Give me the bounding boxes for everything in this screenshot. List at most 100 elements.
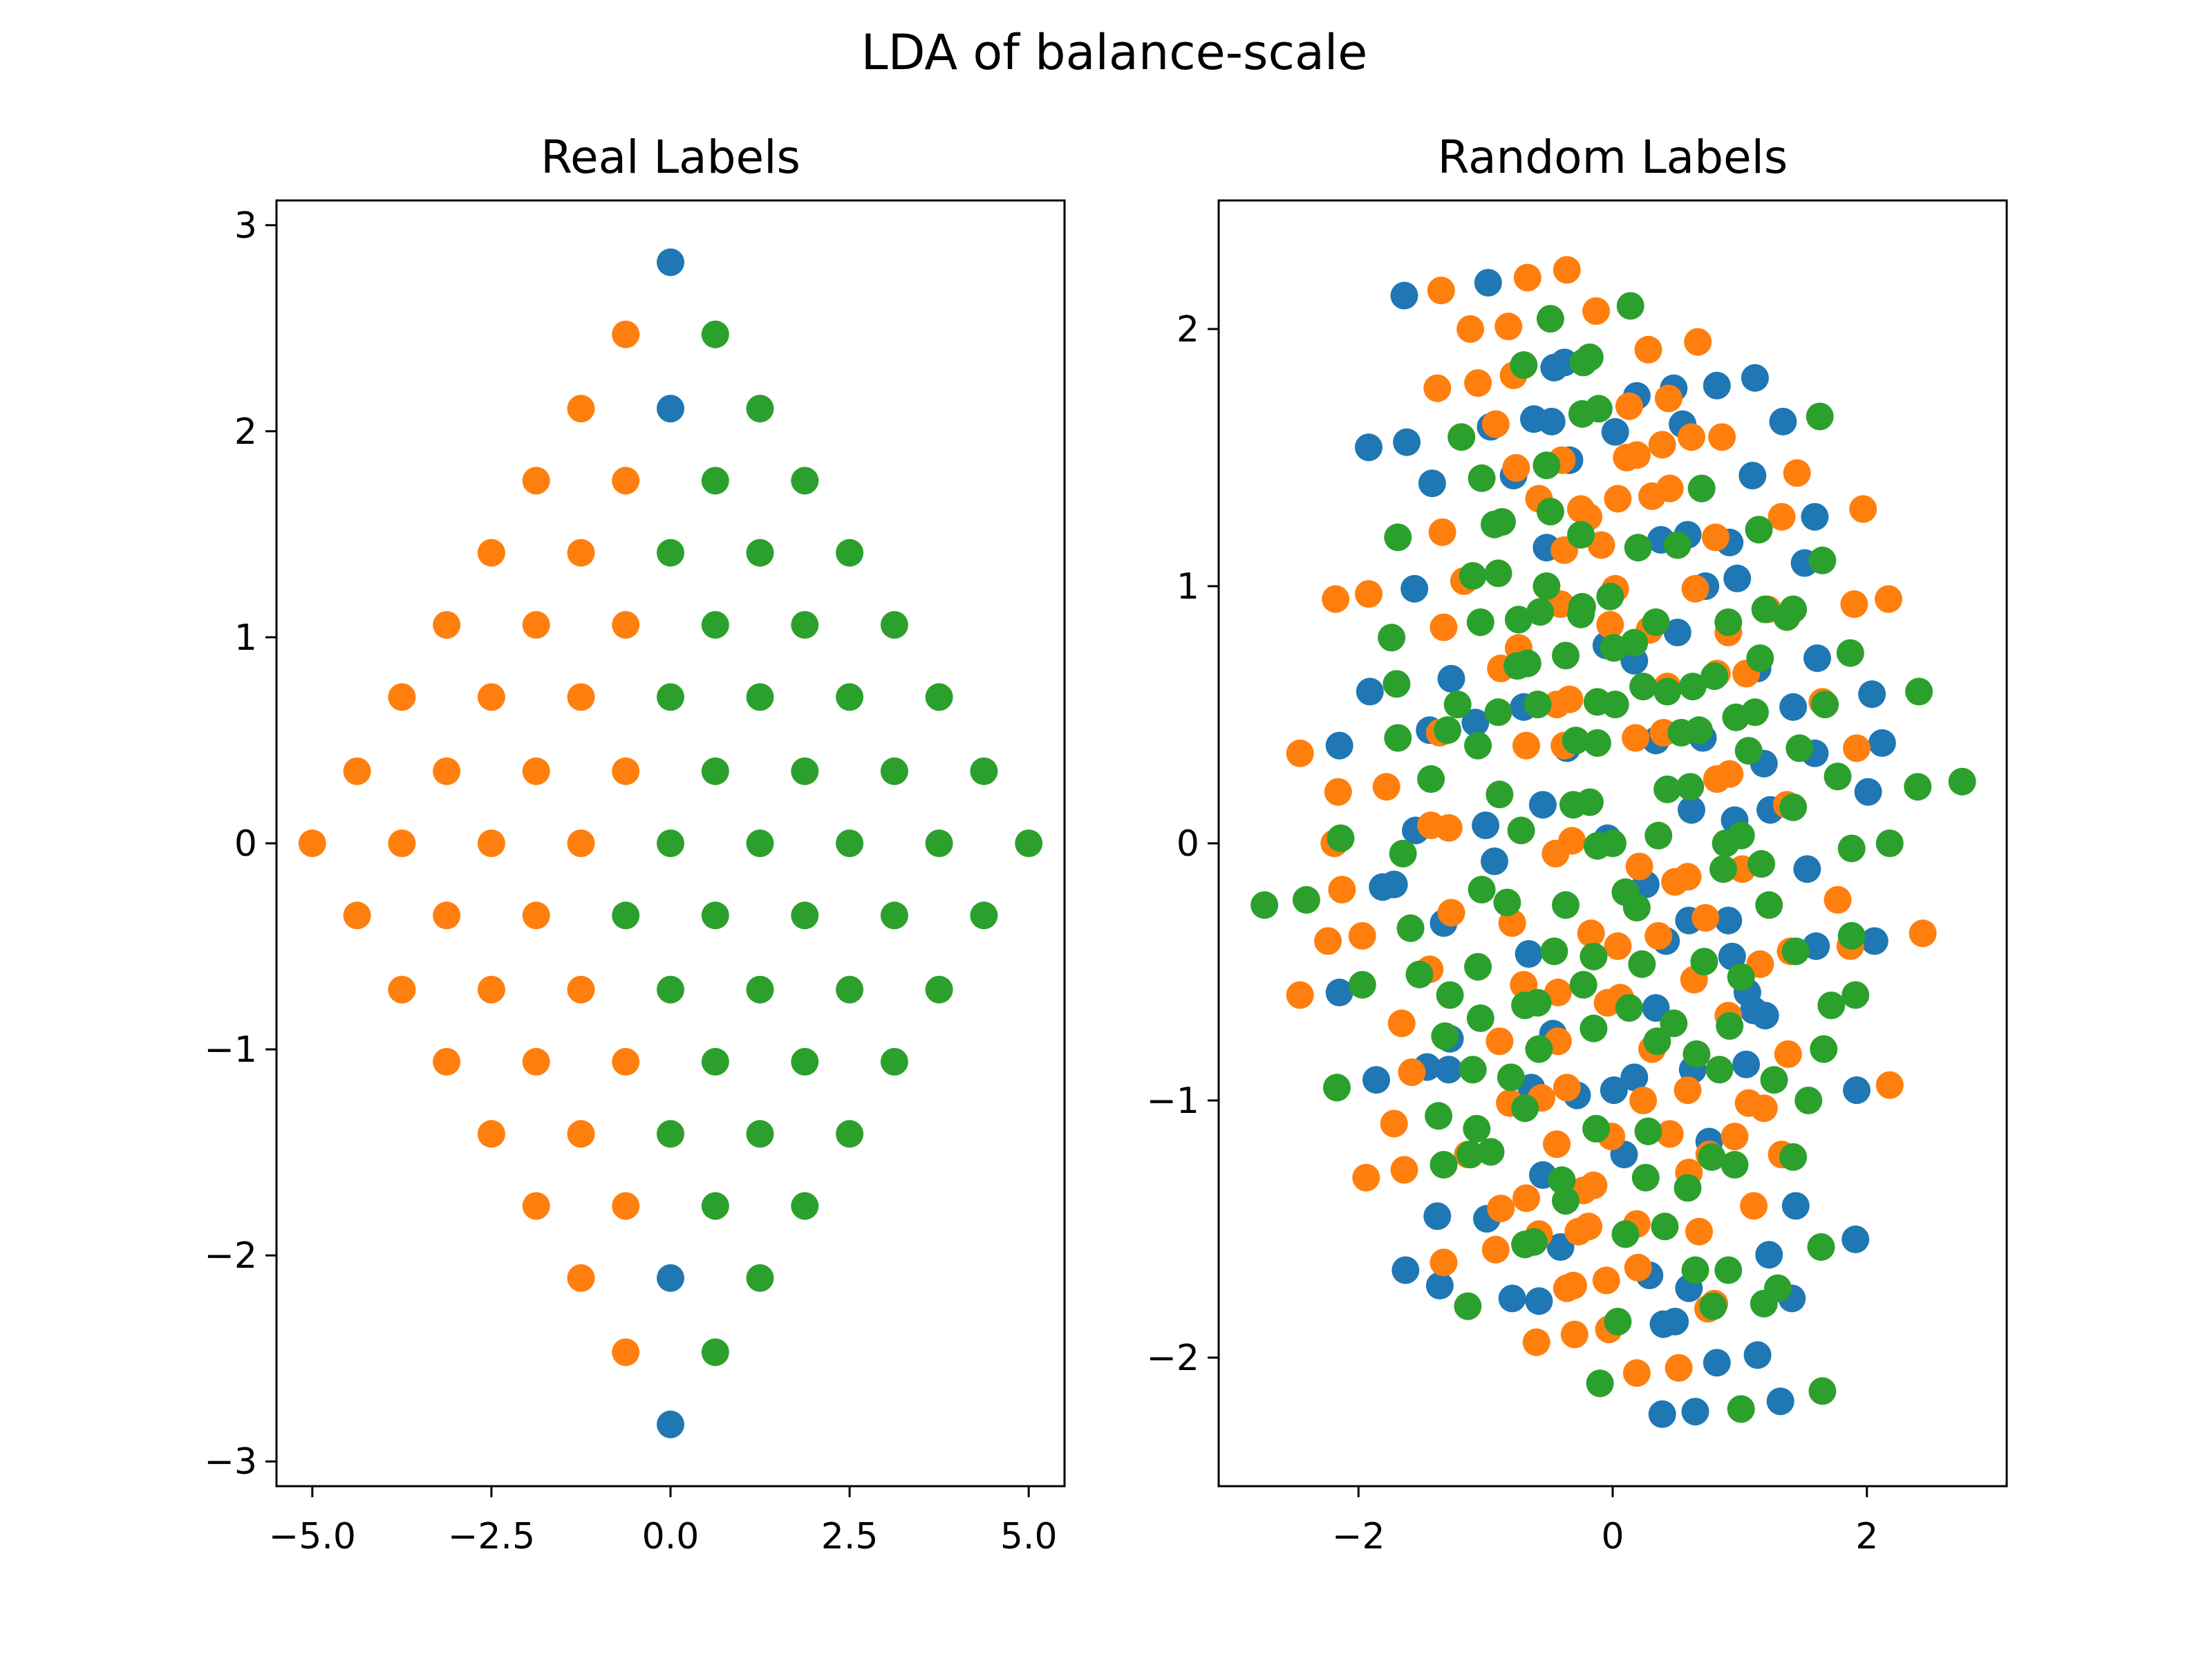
real-labels-point-orange [567,1264,595,1292]
random-labels-point-orange [1685,1217,1713,1246]
random-labels-point-blue [1393,428,1421,456]
real-labels-point-green [701,611,729,639]
real-labels-point-green [746,1264,774,1292]
random-labels-point-green [1634,1117,1662,1145]
random-labels-point-orange [1875,1071,1904,1099]
random-labels-point-orange [1456,315,1485,343]
random-labels-point-orange [1423,374,1452,402]
random-labels-point-orange [1352,1163,1380,1192]
random-labels-point-green [1643,1027,1671,1056]
random-labels-point-green [1425,1102,1453,1130]
random-labels-point-green [1580,1014,1608,1042]
real-labels-point-blue [657,1410,684,1438]
random-labels-point-green [1699,1292,1727,1320]
random-labels-point-green [1405,960,1434,988]
random-labels-point-green [1525,1035,1553,1063]
random-labels-point-orange [1654,384,1683,413]
random-labels-point-orange [1615,392,1643,420]
random-labels-point-blue [1528,791,1557,819]
random-labels-point-blue [1546,1233,1575,1261]
random-labels-point-green [1348,971,1376,999]
random-labels-point-orange [1355,580,1382,608]
random-labels-y-tick-label: 0 [1177,823,1199,865]
real-labels-point-green [836,975,864,1004]
random-labels-point-green [1734,737,1763,765]
random-labels-point-blue [1741,364,1769,392]
random-labels-point-green [1836,639,1864,667]
real-labels-point-green [701,901,729,930]
random-labels-point-blue [1391,1256,1420,1284]
real-labels-point-orange [522,467,550,495]
random-labels-point-green [1575,788,1604,816]
random-labels-point-orange [1502,453,1530,482]
random-labels-point-orange [1774,1040,1802,1068]
random-labels-point-blue [1498,1284,1526,1313]
real-labels-point-orange [567,538,595,567]
random-labels-point-orange [1701,523,1730,552]
random-labels-point-green [1808,546,1837,574]
real-labels-point-green [701,757,729,785]
random-labels-point-orange [1328,876,1356,903]
random-labels-point-blue [1525,1287,1553,1315]
random-labels-point-orange [1380,1109,1408,1138]
real-labels-point-orange [522,1192,550,1220]
random-labels-point-blue [1520,405,1548,433]
random-labels-point-green [1493,888,1521,917]
random-labels-point-blue [1703,1349,1731,1377]
random-labels-point-green [1806,402,1834,431]
real-labels-point-orange [522,757,550,785]
random-labels-point-orange [1485,1027,1514,1056]
random-labels-point-blue [1663,619,1691,646]
random-labels-point-green [1536,498,1564,526]
random-labels-point-blue [1714,906,1743,935]
random-labels-point-orange [1750,1094,1778,1123]
random-labels-point-green [1485,780,1514,809]
random-labels-point-orange [1398,1058,1426,1087]
random-labels-point-green [1727,821,1755,850]
random-labels-point-blue [1325,978,1353,1006]
real-labels-x-tick-label: −5.0 [269,1516,356,1557]
random-labels-point-green [1250,891,1279,919]
real-labels-point-orange [612,757,640,785]
random-labels-point-green [1760,1066,1788,1094]
random-labels-point-green [1653,677,1682,706]
random-labels-title: Random Labels [1438,131,1788,184]
real-labels-point-green [657,975,684,1004]
random-labels-point-blue [1474,269,1502,297]
real-labels-y-tick-label: 2 [234,411,257,453]
random-labels-point-orange [1390,1156,1418,1184]
random-labels-point-orange [1322,585,1350,613]
real-labels-point-green [701,467,729,495]
real-labels-point-orange [567,830,595,857]
random-labels-point-blue [1437,664,1465,693]
real-labels-point-blue [657,248,684,276]
real-labels-point-orange [477,1120,505,1148]
random-labels-point-green [1698,1143,1726,1171]
random-labels-point-orange [1522,1328,1550,1356]
random-labels-point-blue [1732,1050,1761,1078]
real-labels-point-green [657,1120,684,1148]
real-labels-point-green [925,975,953,1004]
random-labels-point-green [1751,595,1779,624]
random-labels-point-green [1837,921,1866,950]
random-labels-point-orange [1427,276,1455,305]
random-labels-point-green [1582,1114,1611,1143]
random-labels-point-orange [1324,778,1352,806]
random-labels-point-green [1811,691,1839,719]
random-labels-point-orange [1387,1009,1416,1038]
random-labels-point-green [1779,793,1808,821]
random-labels-x-tick-label: −2 [1332,1516,1385,1557]
random-labels-point-green [1533,451,1561,480]
random-labels-point-green [1687,474,1716,503]
random-labels-point-green [1653,775,1682,803]
random-labels-point-green [1567,521,1595,549]
random-labels-point-orange [1721,1123,1749,1151]
real-labels-point-orange [388,975,416,1004]
random-labels-point-green [1631,1163,1660,1192]
random-labels-point-blue [1681,1398,1709,1426]
random-labels-point-green [1727,963,1755,991]
random-labels-point-orange [1580,1171,1608,1199]
random-labels-point-green [1624,534,1652,562]
random-labels-point-orange [1740,1192,1768,1220]
random-labels-point-green [1750,1289,1778,1318]
